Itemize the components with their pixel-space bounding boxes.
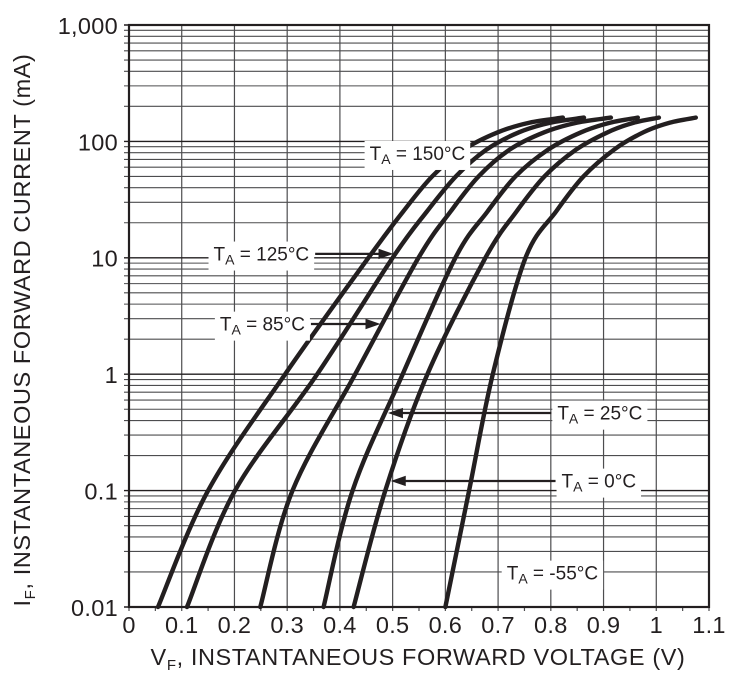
x-tick-label: 0.7 [481,612,515,638]
y-tick-label: 1 [105,362,118,388]
annotation--55c: TA = -55°C [501,560,604,590]
grid [124,24,710,611]
y-tick-label: 0.01 [71,595,118,621]
y-tick-label: 100 [78,129,118,155]
annotation-label-background [214,311,310,341]
annotation-85c: TA = 85°C [214,311,381,341]
annotation-label: TA = 0°C [562,472,637,495]
x-tick-label: 0.8 [534,612,568,638]
annotation-label: TA = 125°C [214,245,310,268]
x-tick-label: 0.3 [270,612,304,638]
curve-85c [258,115,614,610]
y-axis-title: IF, INSTANTANEOUS FORWARD CURRENT (mA) [9,54,39,607]
plot-frame [127,23,711,609]
annotation-arrowhead [387,407,403,419]
x-tick-label: 0 [122,612,135,638]
plot-border [127,23,711,609]
curve-125c [184,115,587,610]
curve-25c [321,115,640,610]
x-tick-label: 0.1 [165,612,199,638]
annotation-0c: TA = 0°C [390,468,642,498]
annotation-label-background [556,468,642,498]
y-tick-label: 10 [91,246,118,272]
curves [155,115,698,610]
x-axis-title: VF, INSTANTANEOUS FORWARD VOLTAGE (V) [151,644,686,674]
curve--55c [443,115,698,610]
annotation-arrowhead [365,318,381,330]
x-tick-label: 0.2 [218,612,252,638]
annotation-label: TA = -55°C [507,564,598,587]
y-tick-label: 0.1 [84,479,118,505]
annotation-label-background [208,241,315,271]
annotation-label-background [364,140,471,170]
y-axis-tick-labels: 1,000 100 10 1 0.1 0.01 [58,13,118,621]
x-tick-label: 1.1 [692,612,726,638]
x-tick-label: 0.4 [323,612,357,638]
annotation-25c: TA = 25°C [387,400,648,430]
annotation-label: TA = 150°C [370,144,466,167]
x-tick-label: 0.5 [376,612,410,638]
annotation-arrowhead [390,475,406,487]
curve-150c [155,115,566,610]
x-tick-label: 1 [650,612,663,638]
annotation-label-background [552,400,648,430]
x-tick-label: 0.9 [587,612,621,638]
y-tick-label: 1,000 [58,13,118,39]
annotation-label-background [501,560,604,590]
annotation-arrowhead [378,248,394,260]
annotation-label: TA = 85°C [220,315,305,338]
x-axis-tick-labels: 0 0.1 0.2 0.3 0.4 0.5 0.6 0.7 0.8 0.9 1 1.1 [122,612,725,638]
x-tick-label: 0.6 [429,612,463,638]
annotation-125c: TA = 125°C [208,241,394,271]
annotation-150c: TA = 150°C [364,140,471,170]
curve-annotations: TA = 150°C TA = 125°C TA = 85°C TA = 25°C TA… [208,140,648,590]
curve-0c [351,115,662,610]
annotation-label: TA = 25°C [557,404,642,427]
